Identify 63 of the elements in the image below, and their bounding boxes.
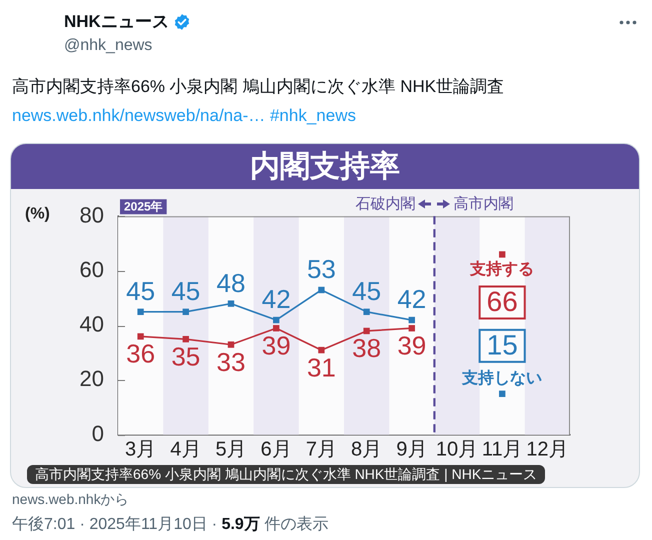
- data-label: 35: [171, 341, 200, 372]
- x-tick-label: 7月: [306, 438, 337, 460]
- point: [182, 308, 189, 316]
- point: [228, 341, 234, 348]
- x-tick-label: 5月: [215, 438, 247, 460]
- data-label: 48: [216, 268, 246, 298]
- band-label: 高市内閣: [453, 195, 514, 212]
- x-tick-label: 10月: [436, 438, 478, 460]
- point: [408, 325, 415, 332]
- point: [363, 308, 370, 316]
- x-tick-label: 3月: [125, 438, 156, 460]
- data-label: 45: [352, 276, 382, 306]
- y-axis-title: (%): [25, 206, 50, 223]
- point: [318, 286, 325, 294]
- x-tick-label: 6月: [260, 438, 292, 460]
- data-label: 38: [352, 333, 382, 364]
- text: 5.9万: [222, 516, 260, 533]
- data-label: 42: [262, 284, 291, 314]
- data-label: 45: [126, 276, 156, 306]
- point: [499, 251, 506, 258]
- point: [318, 346, 325, 354]
- text: 高市内閣支持率66% 小泉内閣 鳩山内閣に次ぐ水準 NHK世論調査 | NHKニュース: [27, 465, 546, 484]
- text: @nhk_news: [64, 36, 152, 56]
- chart-title: 内閣支持率: [250, 148, 400, 184]
- x-tick-label: 9月: [396, 438, 428, 460]
- data-label: 31: [306, 352, 336, 382]
- text: 高市内閣支持率66% 小泉内閣 鳩山内閣に次ぐ水準 NHK世論調査: [12, 76, 504, 98]
- data-label: 66: [486, 286, 518, 318]
- x-tick-label: 11月: [482, 438, 523, 460]
- point: [273, 316, 280, 324]
- text: NHKニュース: [64, 11, 169, 33]
- band-label: 石破内閣: [355, 195, 416, 212]
- y-tick-label: 60: [80, 256, 104, 282]
- legend-label: 支持する: [469, 260, 534, 278]
- point: [137, 308, 144, 316]
- data-label: 33: [216, 346, 246, 377]
- text: 件の表示: [263, 516, 328, 533]
- text: news.web.nhk/newsweb/na/na-… #nhk_news: [12, 105, 356, 127]
- y-tick-label: 20: [80, 366, 104, 392]
- data-label: 42: [397, 284, 426, 314]
- x-tick-label: 4月: [170, 438, 202, 460]
- y-tick-label: 80: [80, 202, 104, 228]
- data-label: 45: [171, 276, 200, 306]
- point: [408, 316, 415, 324]
- legend-label: 支持しない: [461, 369, 542, 388]
- data-label: 15: [486, 330, 518, 361]
- point: [499, 390, 506, 397]
- point: [273, 325, 280, 332]
- data-label: 53: [306, 254, 336, 284]
- x-tick-label: 12月: [526, 438, 569, 460]
- text: 午後7:01 · 2025年11月10日 ·: [12, 516, 218, 533]
- text: news.web.nhkから: [12, 491, 129, 508]
- y-tick-label: 40: [80, 312, 104, 337]
- point: [228, 300, 234, 307]
- y-tick-label: 0: [92, 420, 104, 446]
- point: [363, 328, 370, 334]
- data-label: 36: [126, 338, 156, 369]
- point: [137, 333, 144, 340]
- data-label: 39: [397, 330, 426, 360]
- x-tick-label: 8月: [351, 438, 382, 460]
- text: 2025年: [124, 200, 163, 214]
- point: [182, 336, 189, 342]
- data-label: 39: [262, 330, 291, 360]
